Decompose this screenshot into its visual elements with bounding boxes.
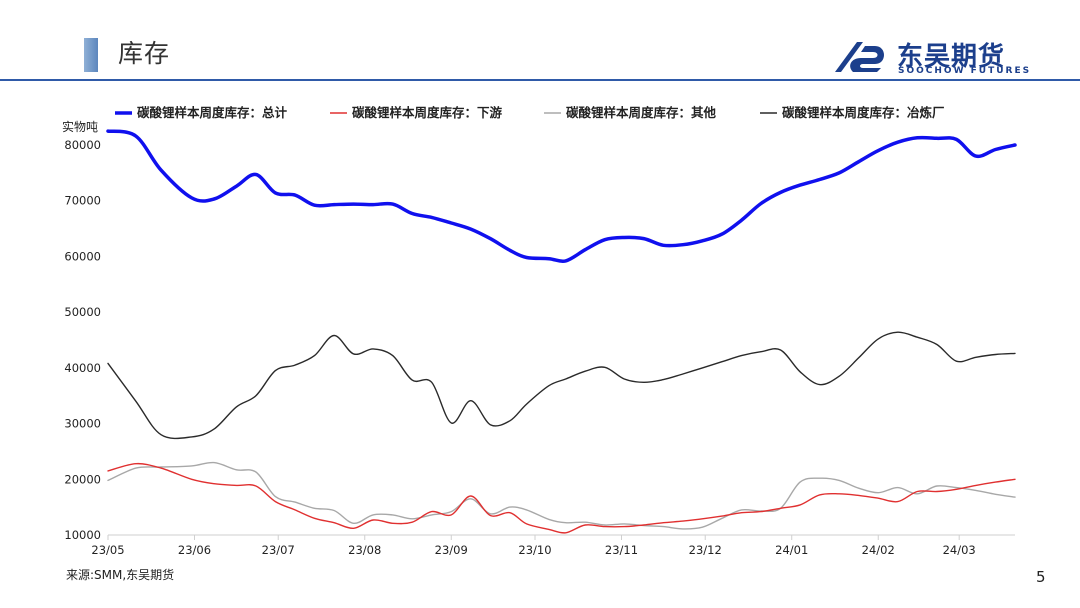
legend-label-1: 碳酸锂样本周度库存：下游	[352, 105, 503, 120]
x-tick-label: 23/12	[689, 543, 722, 557]
chart-legend: 碳酸锂样本周度库存：总计 碳酸锂样本周度库存：下游 碳酸锂样本周度库存：其他 碳酸锂样…	[115, 105, 945, 120]
source-note: 来源:SMM,东吴期货	[66, 568, 175, 582]
series-line-1	[107, 462, 1016, 534]
series-line-3	[107, 331, 1016, 440]
series-line-2	[107, 461, 1016, 530]
legend-label-0: 碳酸锂样本周度库存：总计	[137, 105, 288, 120]
y-tick-label: 80000	[64, 138, 101, 152]
x-axis-ticks: 23/05 23/06 23/07 23/08 23/09 23/10 23/11 23/12…	[91, 535, 976, 557]
y-tick-label: 40000	[64, 361, 101, 375]
x-tick-label: 23/09	[435, 543, 468, 557]
x-tick-label: 24/03	[943, 543, 976, 557]
legend-label-2: 碳酸锂样本周度库存：其他	[566, 105, 717, 120]
x-tick-label: 24/01	[775, 543, 808, 557]
logo-chinese-name: 东吴期货	[897, 42, 1006, 72]
legend-label-3: 碳酸锂样本周度库存：冶炼厂	[782, 105, 945, 120]
x-tick-label: 23/07	[262, 543, 295, 557]
y-tick-label: 20000	[64, 472, 101, 486]
inventory-line-chart: 碳酸锂样本周度库存：总计 碳酸锂样本周度库存：下游 碳酸锂样本周度库存：其他 碳酸锂样…	[62, 105, 1017, 557]
y-tick-label: 50000	[64, 305, 101, 319]
chart-series	[106, 129, 1017, 534]
x-tick-label: 23/05	[91, 543, 124, 557]
x-tick-label: 23/06	[178, 543, 211, 557]
y-axis-ticks: 10000 20000 30000 40000 50000 60000 70000 80000	[64, 138, 101, 542]
logo-english-name: SOOCHOW FUTURES	[898, 66, 1032, 76]
y-tick-label: 60000	[64, 249, 101, 263]
x-tick-label: 24/02	[862, 543, 895, 557]
x-tick-label: 23/11	[605, 543, 638, 557]
page-title: 库存	[118, 39, 171, 68]
brand-logo: 东吴期货 SOOCHOW FUTURES	[833, 36, 1043, 78]
soochow-logo-icon	[835, 42, 884, 72]
title-accent-bar	[84, 38, 98, 72]
x-tick-label: 23/10	[518, 543, 551, 557]
y-axis-label: 实物吨	[62, 119, 98, 134]
x-tick-label: 23/08	[348, 543, 381, 557]
y-tick-label: 10000	[64, 528, 101, 542]
y-tick-label: 30000	[64, 417, 101, 431]
series-line-0	[106, 129, 1017, 264]
y-tick-label: 70000	[64, 194, 101, 208]
header-divider	[0, 79, 1080, 81]
page-number: 5	[1036, 568, 1046, 586]
